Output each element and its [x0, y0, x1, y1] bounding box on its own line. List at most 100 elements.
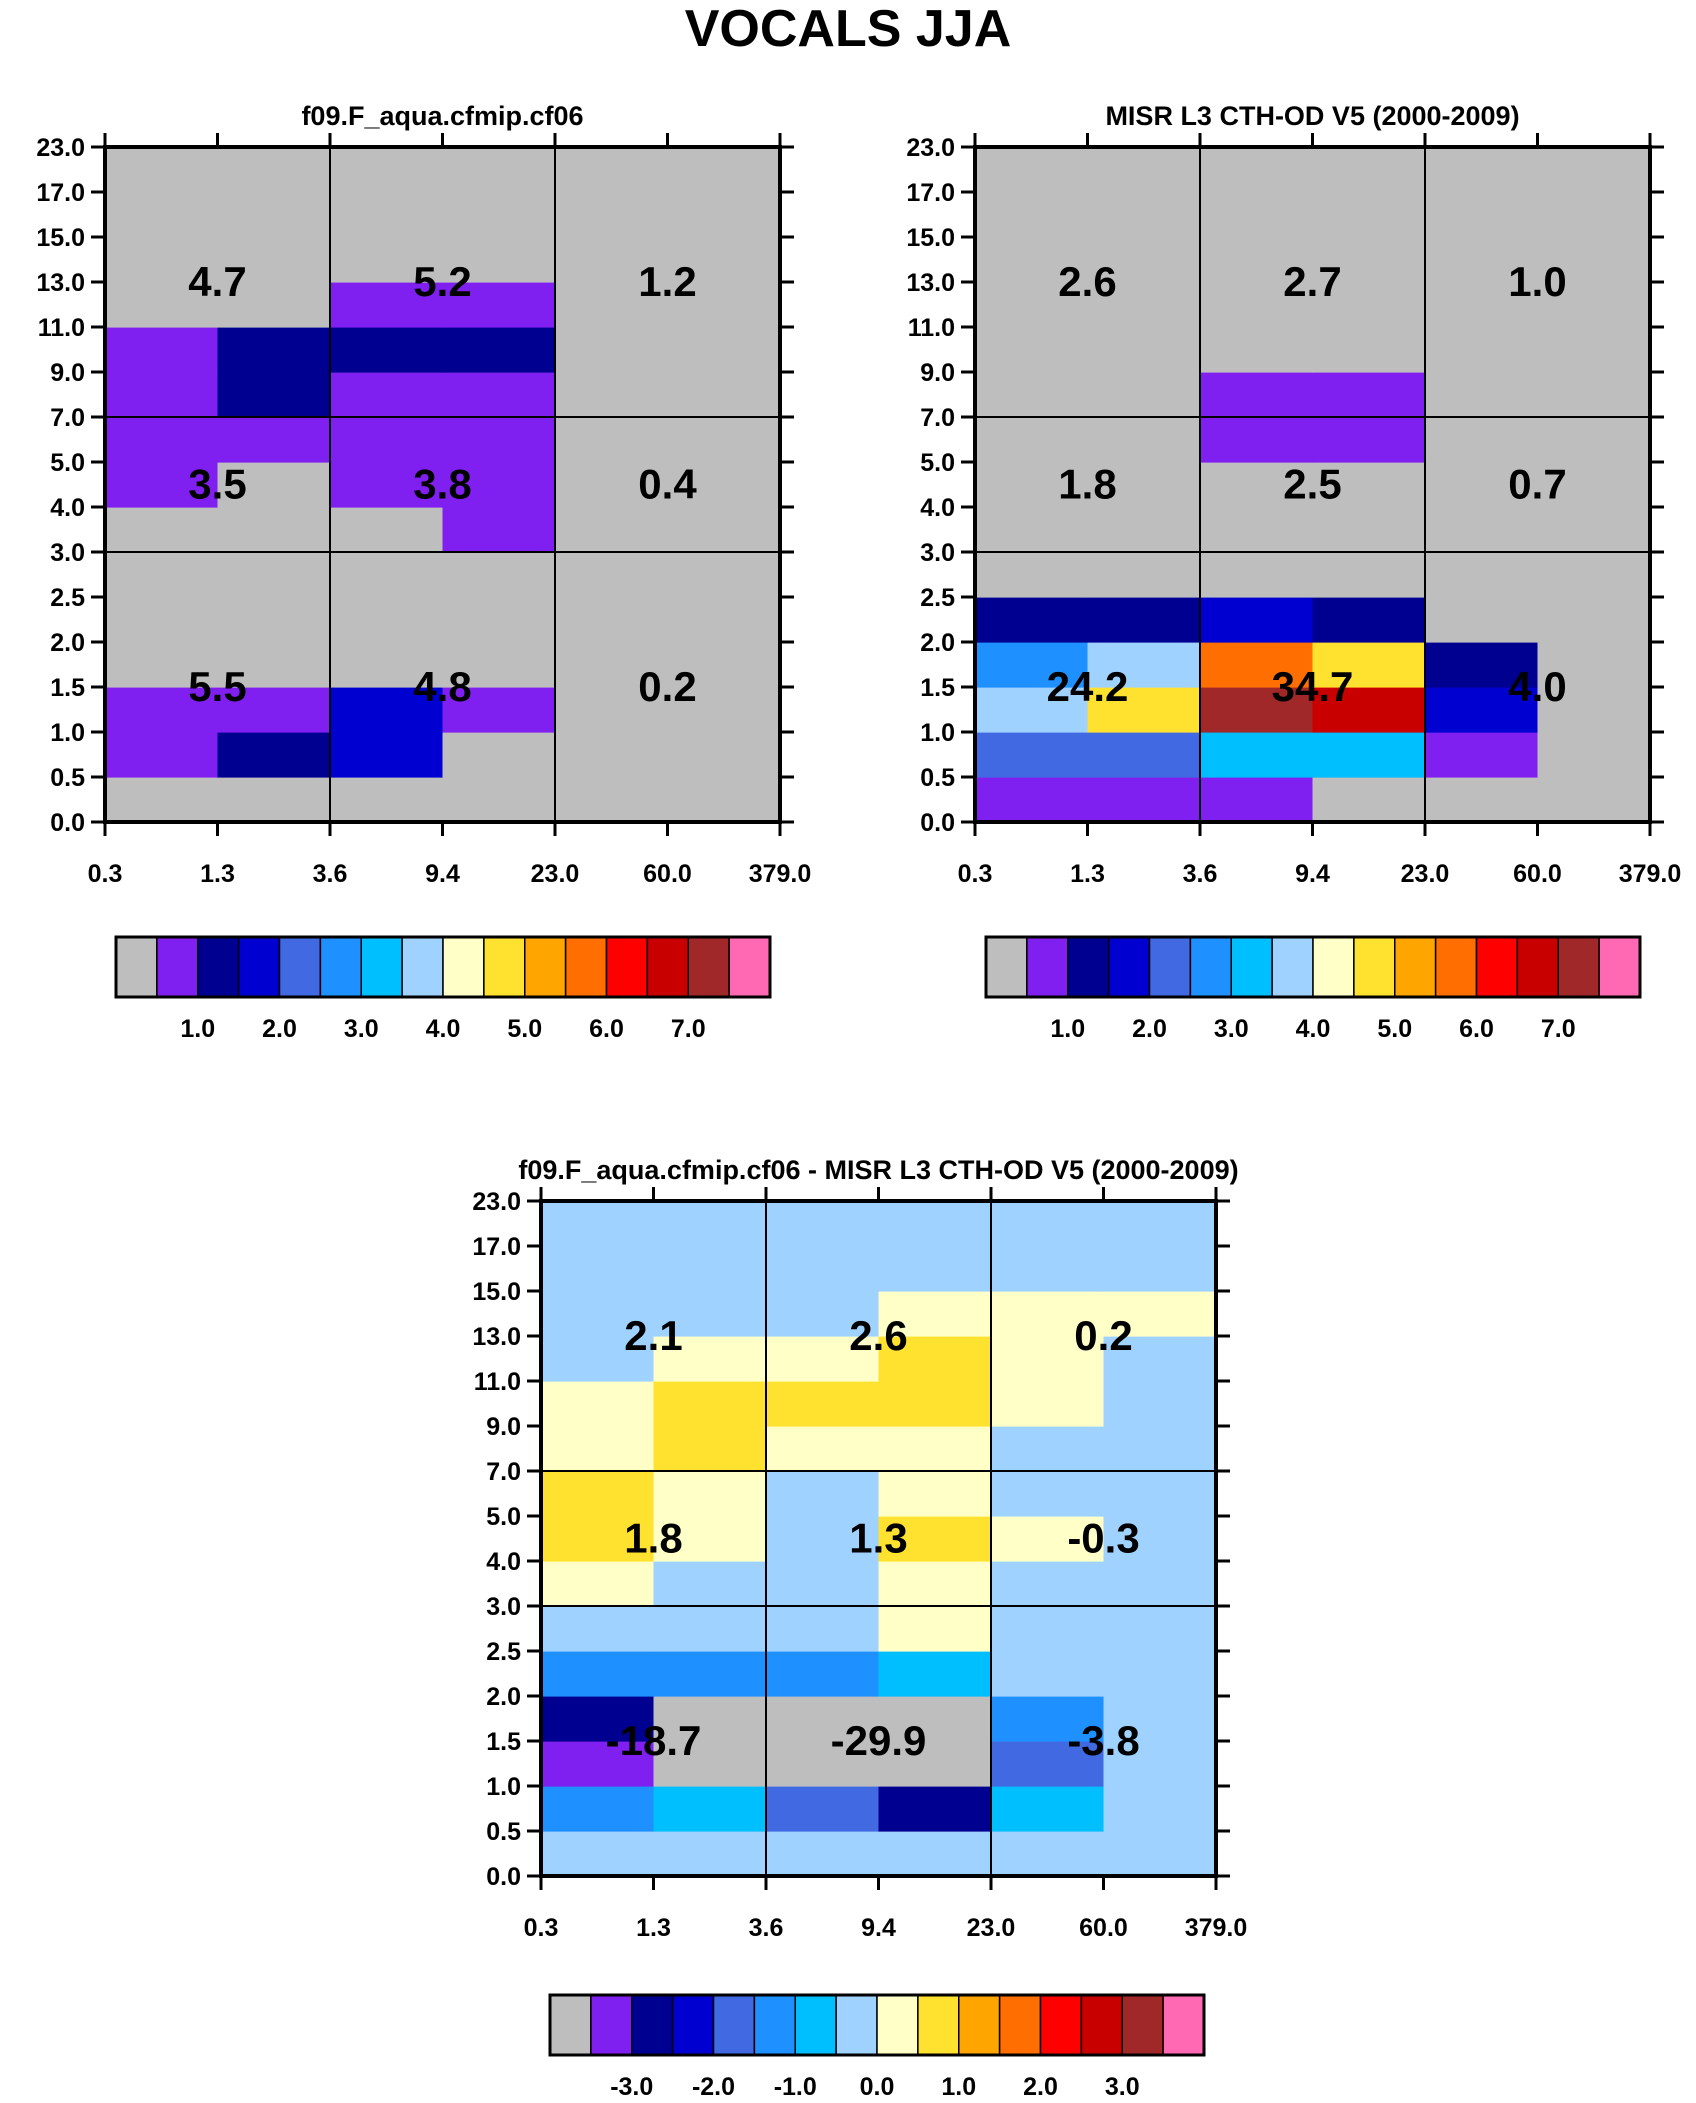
y-tick-label: 2.0 — [920, 629, 955, 657]
colorbar-swatch — [1039, 1994, 1083, 2056]
heatmap-cell — [330, 507, 444, 553]
y-tick-label: 13.0 — [36, 269, 85, 297]
heatmap-cell — [667, 417, 781, 463]
y-tick-label: 13.0 — [906, 269, 955, 297]
heatmap-cell — [105, 372, 219, 418]
colorbar-swatch — [1271, 936, 1314, 998]
y-tick-label: 1.5 — [50, 674, 85, 702]
heatmap-cell — [555, 732, 669, 778]
heatmap-cell — [555, 147, 669, 193]
heatmap-cell — [541, 1606, 655, 1652]
heatmap-cell — [991, 1696, 1105, 1742]
heatmap-cell — [975, 552, 1089, 598]
y-tick-label: 3.0 — [486, 1593, 521, 1621]
heatmap-cell — [217, 732, 331, 778]
data-label: 3.5 — [188, 461, 246, 508]
y-tick-label: 9.0 — [486, 1413, 521, 1441]
heatmap-cell — [330, 372, 444, 418]
y-tick-label: 5.0 — [50, 449, 85, 477]
heatmap-cell — [442, 327, 556, 373]
colorbar-swatch — [590, 1994, 633, 2056]
y-tick-label: 4.0 — [486, 1548, 521, 1576]
x-tick-label: 9.4 — [861, 1914, 896, 1942]
heatmap-cells — [105, 147, 781, 823]
y-tick-label: 0.0 — [50, 809, 85, 837]
heatmap-cell — [1087, 462, 1201, 508]
heatmap-cell — [1103, 1246, 1217, 1292]
heatmap-cell — [667, 687, 781, 733]
data-label: 5.2 — [413, 258, 471, 305]
heatmap-cell — [442, 687, 556, 733]
heatmap-cell — [1537, 237, 1651, 283]
heatmap-cell — [975, 372, 1089, 418]
colorbar-label: 7.0 — [671, 1015, 706, 1043]
x-tick-label: 23.0 — [1401, 860, 1450, 888]
colorbar-label: 6.0 — [1459, 1015, 1494, 1043]
colorbar-label: 3.0 — [1105, 2073, 1140, 2101]
y-tick-label: 2.5 — [920, 584, 955, 612]
heatmap-cell — [667, 147, 781, 193]
heatmap-cell — [555, 507, 669, 553]
colorbar-label: 1.0 — [180, 1015, 215, 1043]
colorbar-label: 5.0 — [1377, 1015, 1412, 1043]
colorbar-swatch — [1516, 936, 1560, 998]
heatmap-cell — [878, 1606, 992, 1652]
heatmap-cell — [1200, 417, 1314, 463]
colorbar-label: 4.0 — [426, 1015, 461, 1043]
colorbar-swatch — [278, 936, 322, 998]
heatmap-cell — [1103, 1606, 1217, 1652]
heatmap-cell — [105, 417, 219, 463]
x-tick-label: 379.0 — [1185, 1914, 1248, 1942]
heatmap-cell — [991, 1831, 1105, 1877]
heatmap-cell — [766, 1426, 880, 1472]
heatmap-cell — [1087, 597, 1201, 643]
colorbar-label: 2.0 — [262, 1015, 297, 1043]
x-tick-label: 60.0 — [1513, 860, 1562, 888]
figure-title: VOCALS JJA — [685, 0, 1012, 58]
heatmap-cell — [991, 1651, 1105, 1697]
x-tick-label: 9.4 — [425, 860, 460, 888]
colorbar-label: 0.0 — [860, 2073, 895, 2101]
heatmap-cell — [878, 1426, 992, 1472]
colorbar-label: 3.0 — [1214, 1015, 1249, 1043]
data-label: 1.3 — [849, 1515, 907, 1562]
heatmap-cell — [975, 507, 1089, 553]
data-label: 5.5 — [188, 663, 246, 710]
heatmap-cell — [1425, 237, 1539, 283]
heatmap-cell — [442, 777, 556, 823]
heatmap-cell — [878, 1561, 992, 1607]
y-tick-label: 3.0 — [50, 539, 85, 567]
heatmap-cell — [330, 642, 444, 688]
heatmap-cell — [991, 1786, 1105, 1832]
heatmap-cell — [1103, 1741, 1217, 1787]
data-label: -0.3 — [1067, 1515, 1139, 1562]
y-tick-label: 0.5 — [50, 764, 85, 792]
heatmap-cell — [555, 372, 669, 418]
heatmap-cell — [555, 327, 669, 373]
heatmap-cell — [1537, 597, 1651, 643]
y-tick-label: 15.0 — [472, 1278, 521, 1306]
heatmap-cell — [442, 237, 556, 283]
data-label: -3.8 — [1067, 1717, 1139, 1764]
y-tick-label: 23.0 — [36, 134, 85, 162]
data-label: -18.7 — [606, 1717, 702, 1764]
y-tick-label: 0.0 — [486, 1863, 521, 1891]
colorbar-swatch — [998, 1994, 1042, 2056]
heatmap-cell — [975, 237, 1089, 283]
heatmap-cell — [991, 1426, 1105, 1472]
heatmap-cell — [330, 687, 444, 733]
heatmap-cell — [541, 1741, 655, 1787]
heatmap-cell — [105, 327, 219, 373]
y-tick-label: 1.5 — [486, 1728, 521, 1756]
heatmap-cell — [766, 1246, 880, 1292]
heatmap-cell — [1537, 372, 1651, 418]
heatmap-cell — [1200, 192, 1314, 238]
heatmap-cell — [1537, 687, 1651, 733]
heatmap-cell — [105, 552, 219, 598]
y-tick-label: 11.0 — [908, 314, 955, 342]
heatmap-cell — [667, 552, 781, 598]
heatmap-cells — [975, 147, 1651, 823]
heatmap-cell — [1425, 732, 1539, 778]
x-tick-label: 60.0 — [1079, 1914, 1128, 1942]
heatmap-cell — [766, 1606, 880, 1652]
